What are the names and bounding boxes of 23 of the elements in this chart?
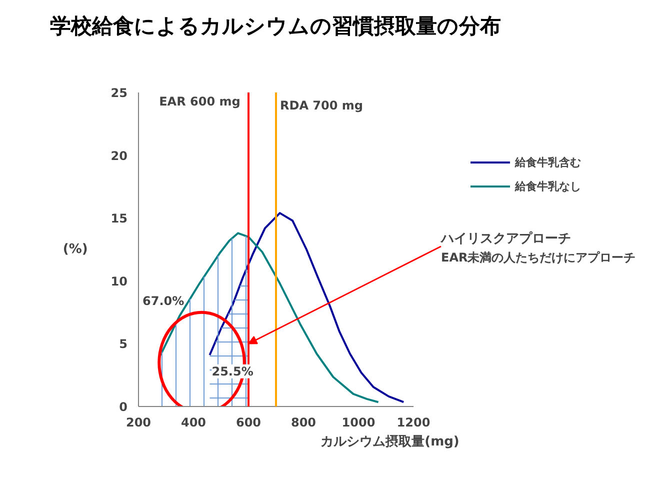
x-tick-label: 600	[236, 416, 262, 430]
ref-line-label: EAR 600 mg	[159, 94, 240, 108]
ref-line-label: RDA 700 mg	[280, 98, 363, 112]
legend-label: 給食牛乳なし	[515, 178, 581, 194]
x-tick-label: 1200	[396, 416, 430, 430]
y-axis-title: (%)	[62, 242, 88, 257]
x-tick-label: 400	[180, 416, 206, 430]
y-tick-label: 10	[110, 274, 128, 288]
x-tick-label: 800	[290, 416, 316, 430]
x-axis-title: カルシウム摂取量(mg)	[320, 434, 460, 450]
x-tick-label: 1000	[342, 416, 376, 430]
x-tick-label: 200	[126, 416, 152, 430]
legend-label: 給食牛乳含む	[515, 154, 581, 170]
y-tick-label: 15	[110, 212, 128, 226]
chart-title: 学校給食によるカルシウムの習慣摂取量の分布	[50, 13, 501, 40]
annotation: 67.0%	[142, 294, 184, 308]
annotation: ハイリスクアプローチ	[440, 230, 571, 246]
text: EAR未満の人たちだけにアプローチ	[441, 250, 636, 264]
y-tick-label: 0	[119, 400, 128, 414]
annotation: 25.5%	[212, 364, 254, 378]
y-tick-label: 20	[110, 148, 128, 163]
y-tick-label: 25	[110, 86, 128, 100]
y-tick-label: 5	[119, 337, 128, 352]
